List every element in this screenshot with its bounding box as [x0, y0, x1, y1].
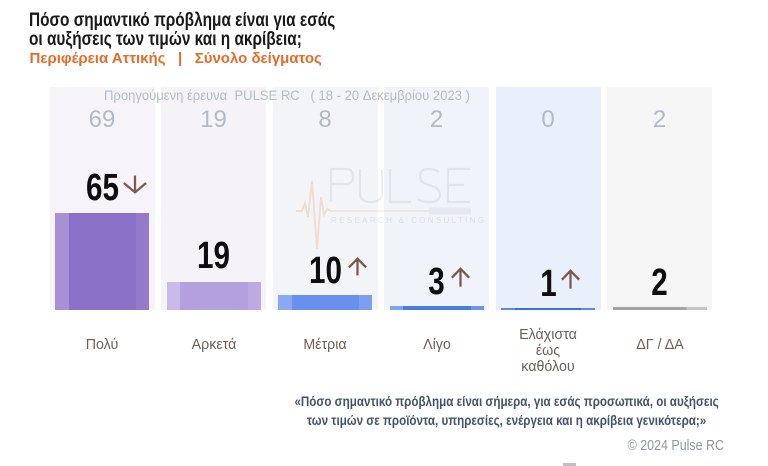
svg-text:RESEARCH & CONSULTING: RESEARCH & CONSULTING — [331, 216, 486, 225]
